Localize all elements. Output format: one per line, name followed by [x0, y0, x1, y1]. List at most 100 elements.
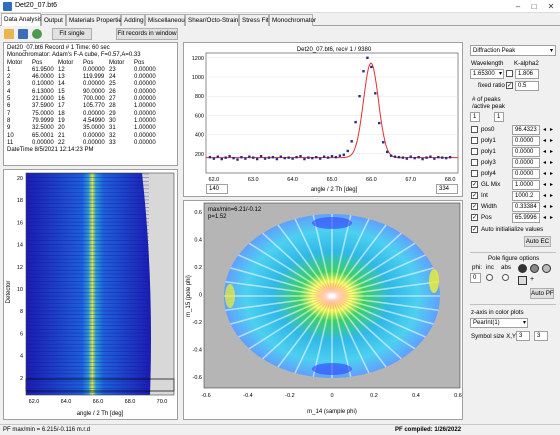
chevron-right-icon[interactable]: ▸ — [550, 127, 554, 133]
chevron-left-icon[interactable]: ◂ — [543, 193, 547, 199]
save-disk-icon[interactable] — [18, 29, 28, 39]
grid-icon[interactable] — [518, 276, 527, 285]
param-value-field[interactable]: 65.9996 — [512, 213, 540, 223]
pole-spoke — [331, 242, 416, 297]
tab-output[interactable]: Output — [41, 14, 66, 26]
detector-x-ticks: 62.0 64.0 66.0 68.0 70.0 — [29, 399, 168, 405]
color-scheme-icon[interactable] — [518, 264, 527, 273]
range-max-field[interactable]: 334 — [436, 184, 458, 194]
chevron-left-icon[interactable]: ◂ — [543, 160, 547, 166]
close-icon[interactable]: ✕ — [547, 2, 555, 11]
zaxis-label: z-axis in color plots — [471, 309, 524, 316]
param-value-field[interactable]: 0.0000 — [512, 147, 540, 157]
peak-plot[interactable]: 1200 1000 800 600 400 200 62.0 63.0 64.0 65.0 66.… — [184, 43, 462, 196]
zaxis-select[interactable]: PearInt(1) ▾ — [470, 318, 528, 328]
minimize-icon[interactable]: – — [515, 2, 521, 11]
param-checkbox[interactable]: ✓ — [471, 192, 478, 199]
param-value-field[interactable]: 1.0000 — [512, 180, 540, 190]
table-cell: 0.00000 — [83, 66, 105, 73]
tab-adding[interactable]: Adding — [121, 14, 145, 26]
param-checkbox[interactable]: ✓ — [471, 181, 478, 188]
kalpha-field[interactable]: 1.806 — [515, 69, 539, 79]
y-tick-label: -0.4 — [193, 348, 202, 354]
tab-miscellaneous[interactable]: Miscellaneous — [145, 14, 188, 26]
param-checkbox[interactable]: ✓ — [471, 214, 478, 221]
data-point — [228, 155, 231, 158]
inc-radio[interactable] — [486, 274, 493, 281]
data-point — [374, 92, 377, 95]
auto-init-checkbox[interactable]: ✓ — [471, 226, 478, 233]
palette-icon[interactable] — [542, 264, 551, 273]
param-checkbox[interactable] — [471, 148, 478, 155]
param-checkbox[interactable] — [471, 159, 478, 166]
detector-plot[interactable]: 20 18 16 14 12 10 8 6 4 2 62.0 64.0 66.0 68.0 70.0 De… — [4, 170, 177, 419]
chevron-right-icon[interactable]: ▸ — [550, 149, 554, 155]
wavelength-select[interactable]: 1.65300 ▾ — [470, 69, 504, 79]
param-value-field[interactable]: 0.0000 — [512, 158, 540, 168]
chevron-right-icon[interactable]: ▸ — [550, 204, 554, 210]
abs-radio[interactable] — [502, 274, 509, 281]
contrast-icon[interactable] — [530, 264, 539, 273]
table-cell: 37.5900 — [32, 103, 54, 110]
phi-field[interactable]: 0 — [470, 273, 481, 283]
kalpha-checkbox[interactable] — [506, 70, 513, 77]
chevron-left-icon[interactable]: ◂ — [543, 215, 547, 221]
chevron-right-icon[interactable]: ▸ — [550, 171, 554, 177]
param-checkbox[interactable] — [471, 170, 478, 177]
pole-figure-plot[interactable]: 0.60.40.20-0.2-0.4-0.6 -0.6 -0.4 -0.2 0 0.2 0… — [184, 201, 462, 419]
peak-type-select[interactable]: Diffraction Peak ▾ — [470, 45, 556, 56]
param-checkbox[interactable] — [471, 137, 478, 144]
param-value-field[interactable]: 96.4323 — [512, 125, 540, 135]
param-value-field[interactable]: 0.0000 — [512, 169, 540, 179]
npeaks-field[interactable]: 1 — [470, 112, 480, 122]
chevron-right-icon[interactable]: ▸ — [550, 215, 554, 221]
open-folder-icon[interactable] — [4, 29, 14, 39]
tab-stress-fit[interactable]: Stress Fit — [239, 14, 269, 26]
param-value-field[interactable]: 0.0000 — [512, 136, 540, 146]
param-checkbox[interactable] — [471, 126, 478, 133]
symbol-x-field[interactable]: 3 — [516, 331, 530, 341]
chevron-left-icon[interactable]: ◂ — [543, 171, 547, 177]
tab-materials-properties[interactable]: Materials Properties — [66, 14, 125, 26]
data-point — [358, 95, 361, 98]
chevron-right-icon[interactable]: ▸ — [550, 160, 554, 166]
fixed-ratio-label: fixed ratio — [478, 82, 505, 89]
chevron-left-icon[interactable]: ◂ — [543, 204, 547, 210]
active-peak-field[interactable]: 1 — [494, 112, 504, 122]
table-row: 11 0.00000 22 0.00000 33 0.00000 — [7, 140, 174, 147]
range-min-field[interactable]: 140 — [206, 184, 228, 194]
chevron-left-icon[interactable]: ◂ — [543, 127, 547, 133]
param-checkbox[interactable]: ✓ — [471, 203, 478, 210]
pole-p-label: p=1.52 — [208, 214, 227, 220]
table-cell: 0.10000 — [32, 81, 54, 88]
chevron-left-icon[interactable]: ◂ — [543, 182, 547, 188]
chevron-left-icon[interactable]: ◂ — [543, 149, 547, 155]
auto-ec-button[interactable]: Auto EC — [524, 236, 551, 247]
refresh-icon[interactable] — [32, 29, 42, 39]
x-tick-label: 0.6 — [454, 393, 462, 399]
table-cell: 21 — [58, 132, 65, 139]
param-value-field[interactable]: 0.33384 — [512, 202, 540, 212]
chevron-right-icon[interactable]: ▸ — [550, 182, 554, 188]
fixed-ratio-checkbox[interactable]: ✓ — [506, 82, 513, 89]
maximize-icon[interactable]: □ — [531, 2, 537, 11]
chevron-left-icon[interactable]: ◂ — [543, 138, 547, 144]
tab-monochromator[interactable]: Monochromator — [269, 14, 316, 26]
fit-records-button[interactable]: Fit records in window — [116, 28, 178, 40]
plus-icon[interactable]: + — [530, 276, 535, 283]
param-row: pos0 96.4323 ◂ ▸ — [468, 125, 558, 135]
chevron-right-icon[interactable]: ▸ — [550, 193, 554, 199]
table-cell: 61.9500 — [32, 66, 54, 73]
tab-data-analysis[interactable]: Data Analysis — [1, 13, 42, 26]
fit-single-button[interactable]: Fit single — [52, 28, 92, 40]
tab-shear-octo-strain[interactable]: Shear/Octo-Strain — [185, 14, 239, 26]
y-tick-label: 0.6 — [194, 210, 202, 216]
param-value-field[interactable]: 1000.2 — [512, 191, 540, 201]
chevron-right-icon[interactable]: ▸ — [550, 138, 554, 144]
auto-pf-button[interactable]: Auto PF — [530, 288, 554, 299]
pole-spoke — [331, 232, 402, 297]
symbol-y-field[interactable]: 3 — [534, 331, 548, 341]
wavelength-label: Wavelength — [471, 60, 504, 67]
fixed-ratio-field[interactable]: 0.5 — [515, 81, 539, 91]
y-tick-label: 4 — [20, 354, 23, 360]
